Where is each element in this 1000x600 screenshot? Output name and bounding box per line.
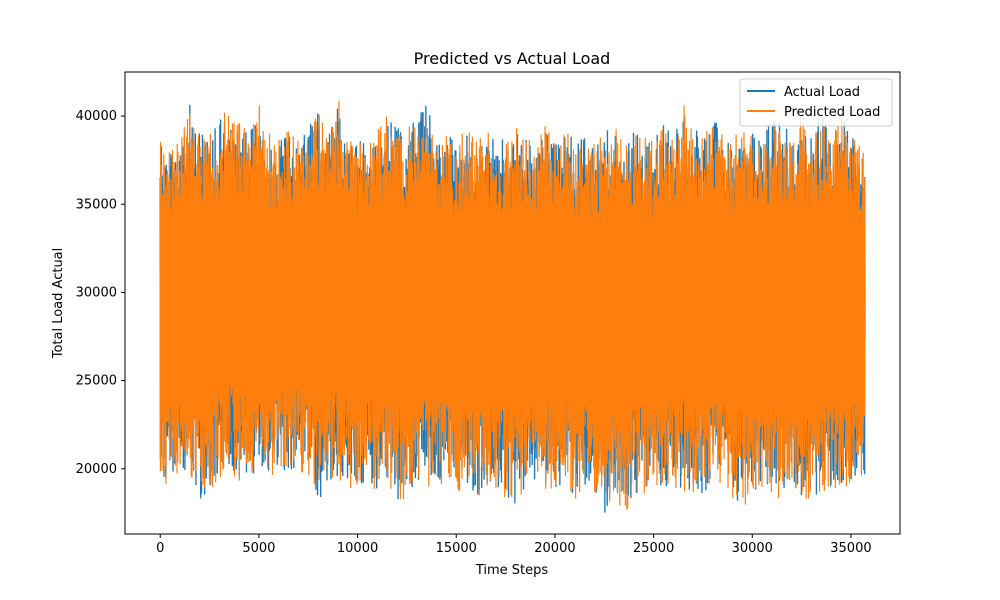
x-tick-label: 15000: [436, 541, 477, 556]
x-axis: 0 5000 10000 15000 20000 25000 30000 35000: [156, 534, 872, 556]
y-axis: 20000 25000 30000 35000 40000: [76, 109, 125, 477]
series-layer: [159, 100, 866, 513]
x-tick-label: 20000: [534, 541, 575, 556]
x-tick-label: 25000: [633, 541, 674, 556]
chart-title: Predicted vs Actual Load: [414, 49, 611, 68]
legend-label-predicted: Predicted Load: [784, 105, 880, 120]
y-tick-label: 40000: [76, 109, 117, 124]
legend-label-actual: Actual Load: [784, 85, 860, 100]
x-axis-label: Time Steps: [475, 563, 549, 578]
x-tick-label: 10000: [337, 541, 378, 556]
y-tick-label: 25000: [76, 374, 117, 389]
predicted-load-line: [159, 100, 866, 510]
y-tick-label: 35000: [76, 197, 117, 212]
x-tick-label: 0: [156, 541, 164, 556]
legend: Actual Load Predicted Load: [739, 78, 893, 127]
legend-box: [739, 78, 893, 127]
y-tick-label: 20000: [76, 462, 117, 477]
y-axis-label: Total Load Actual: [51, 248, 66, 360]
plot-frame: [124, 71, 901, 535]
x-tick-label: 30000: [732, 541, 773, 556]
plot-area: [124, 71, 901, 535]
x-tick-label: 5000: [242, 541, 275, 556]
x-tick-label: 35000: [830, 541, 871, 556]
y-tick-label: 30000: [76, 285, 117, 300]
